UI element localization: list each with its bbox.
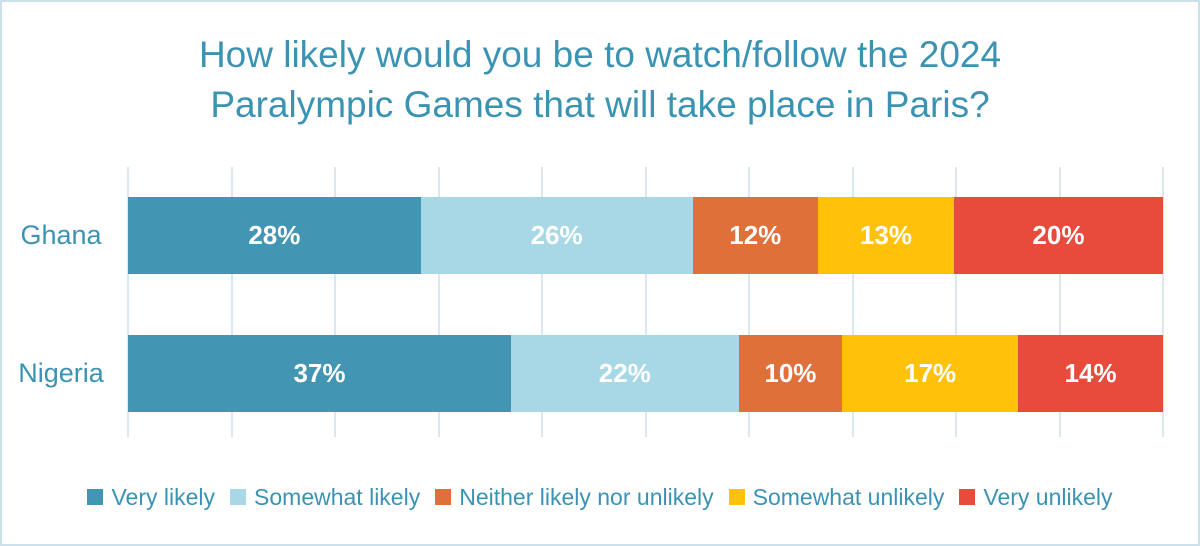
segment-value-label: 26% bbox=[530, 220, 583, 250]
gridline-50pct bbox=[644, 167, 647, 437]
gridline-80pct bbox=[955, 167, 957, 437]
chart-title: How likely would you be to watch/follow … bbox=[2, 30, 1198, 130]
segment-nigeria-somewhat-likely: 22% bbox=[510, 335, 739, 412]
legend: Very likely Somewhat likely Neither likely… bbox=[2, 480, 1198, 514]
segment-ghana-neither-likely-nor-unlikely: 12% bbox=[692, 197, 818, 274]
segment-ghana-very-unlikely: 20% bbox=[953, 197, 1163, 274]
segment-nigeria-very-unlikely: 14% bbox=[1018, 335, 1164, 412]
gridline-100pct bbox=[1162, 167, 1164, 437]
chart-title-line-1: How likely would you be to watch/follow … bbox=[198, 34, 1002, 75]
legend-label: Somewhat unlikely bbox=[752, 483, 945, 510]
gridline-40pct bbox=[541, 167, 543, 437]
legend-swatch-icon bbox=[87, 489, 104, 505]
segment-value-label: 20% bbox=[1032, 220, 1085, 250]
bar-row-ghana: 28% 26% 12% 13% 20% bbox=[128, 197, 1163, 274]
gridline-20pct bbox=[334, 167, 336, 437]
segment-value-label: 22% bbox=[598, 358, 651, 388]
legend-label: Somewhat likely bbox=[254, 483, 421, 510]
gridline-30pct bbox=[437, 167, 440, 437]
gridline-0pct bbox=[127, 167, 129, 437]
segment-nigeria-very-likely: 37% bbox=[128, 335, 511, 412]
category-label-ghana: Ghana bbox=[20, 220, 102, 250]
segment-value-label: 12% bbox=[729, 220, 782, 250]
segment-ghana-very-likely: 28% bbox=[128, 197, 421, 274]
segment-value-label: 14% bbox=[1064, 358, 1117, 388]
segment-value-label: 37% bbox=[293, 358, 346, 388]
legend-swatch-icon bbox=[230, 489, 247, 505]
legend-item-neither-likely-nor-unlikely: Neither likely nor unlikely bbox=[435, 483, 714, 511]
segment-value-label: 13% bbox=[859, 220, 912, 250]
legend-item-very-unlikely: Very unlikely bbox=[959, 483, 1113, 511]
segment-ghana-somewhat-likely: 26% bbox=[420, 197, 693, 274]
gridline-10pct bbox=[230, 167, 233, 437]
segment-value-label: 17% bbox=[904, 358, 957, 388]
plot-area: 28% 26% 12% 13% 20% 37% 22% 10% 17% 14% bbox=[127, 167, 1164, 437]
legend-label: Neither likely nor unlikely bbox=[459, 483, 714, 510]
legend-swatch-icon bbox=[959, 489, 976, 505]
legend-swatch-icon bbox=[435, 489, 452, 505]
bar-row-nigeria: 37% 22% 10% 17% 14% bbox=[128, 335, 1164, 412]
legend-item-very-likely: Very likely bbox=[87, 484, 215, 511]
category-label-nigeria: Nigeria bbox=[18, 358, 104, 388]
legend-label: Very unlikely bbox=[983, 483, 1113, 510]
legend-swatch-icon bbox=[728, 489, 745, 505]
legend-label: Very likely bbox=[111, 483, 216, 510]
chart-title-line-2: Paralympic Games that will take place in… bbox=[210, 84, 990, 125]
segment-nigeria-somewhat-unlikely: 17% bbox=[842, 335, 1019, 412]
gridline-90pct bbox=[1058, 167, 1061, 437]
legend-item-somewhat-likely: Somewhat likely bbox=[230, 484, 420, 511]
gridline-70pct bbox=[851, 167, 854, 437]
gridline-60pct bbox=[748, 167, 750, 437]
segment-ghana-somewhat-unlikely: 13% bbox=[818, 197, 954, 274]
segment-value-label: 28% bbox=[248, 220, 301, 250]
segment-value-label: 10% bbox=[764, 358, 817, 388]
segment-nigeria-neither-likely-nor-unlikely: 10% bbox=[738, 335, 843, 412]
legend-item-somewhat-unlikely: Somewhat unlikely bbox=[728, 483, 945, 511]
